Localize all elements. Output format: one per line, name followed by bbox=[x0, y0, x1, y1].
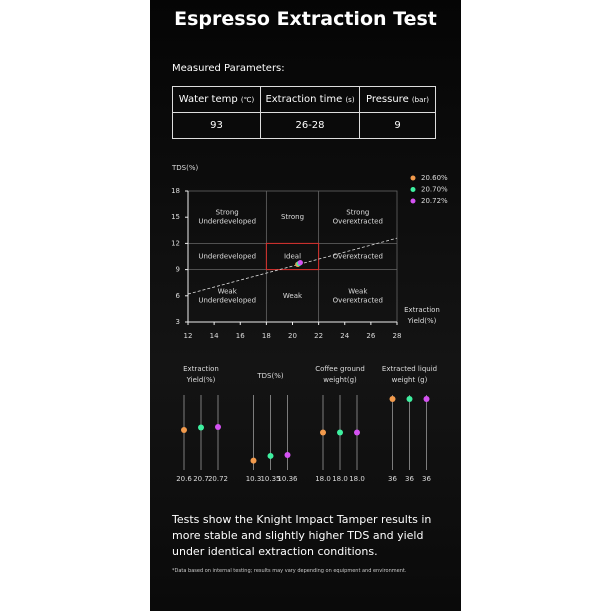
y-tick-label: 3 bbox=[176, 318, 180, 326]
strip-value-label: 20.72 bbox=[208, 475, 228, 483]
legend-label: 20.72% bbox=[421, 197, 448, 205]
zone-label: Strong bbox=[346, 209, 369, 217]
zone-label: Underdeveloped bbox=[198, 253, 256, 261]
zone-label: Weak bbox=[218, 287, 238, 295]
x-tick-label: 20 bbox=[288, 332, 297, 340]
legend-marker bbox=[410, 187, 416, 192]
strip-title: Coffee ground bbox=[315, 365, 365, 373]
strip-value-label: 10.3 bbox=[246, 475, 262, 483]
header: Extraction time bbox=[265, 94, 343, 105]
x-axis-label: Extraction bbox=[404, 306, 440, 314]
data-point bbox=[297, 260, 303, 266]
strip-value-label: 10.36 bbox=[277, 475, 298, 483]
zone-label: Underdeveloped bbox=[198, 296, 256, 304]
x-axis-label: Yield(%) bbox=[407, 317, 437, 325]
strip-title: Extracted liquid bbox=[382, 365, 437, 373]
y-tick-label: 6 bbox=[176, 292, 181, 300]
x-tick-label: 18 bbox=[262, 332, 271, 340]
strip-point bbox=[250, 457, 257, 464]
footnote: *Data based on internal testing; results… bbox=[172, 568, 407, 574]
x-tick-label: 14 bbox=[210, 332, 219, 340]
ideal-box bbox=[265, 242, 320, 271]
strip-title: Yield(%) bbox=[186, 376, 216, 384]
strip-title: weight (g) bbox=[392, 376, 428, 384]
strip-title: weight(g) bbox=[323, 376, 357, 384]
strip-point bbox=[267, 452, 274, 459]
x-tick-label: 26 bbox=[366, 332, 375, 340]
strip-value-label: 10.35 bbox=[260, 475, 280, 483]
y-axis-label: TDS(%) bbox=[171, 164, 198, 172]
header-cell: Extraction time (s) bbox=[260, 86, 360, 113]
strip-value-label: 18.0 bbox=[332, 475, 348, 483]
legend-label: 20.60% bbox=[421, 174, 448, 182]
zone-label: Strong bbox=[216, 209, 239, 217]
zone-label: Weak bbox=[348, 287, 368, 295]
strip-point bbox=[337, 429, 343, 436]
legend-marker bbox=[410, 198, 416, 204]
trendline bbox=[187, 237, 398, 295]
unit: (s) bbox=[345, 96, 355, 104]
params-table: Water temp (℃) Extraction time (s) Press… bbox=[172, 86, 436, 139]
strip-value-label: 18.0 bbox=[349, 475, 365, 483]
y-tick-label: 18 bbox=[171, 187, 180, 195]
charts: TDS(%)ExtractionYield(%)StrongUnderdevel… bbox=[171, 164, 448, 483]
strip-value-label: 36 bbox=[422, 475, 431, 483]
zone-label: Overextracted bbox=[333, 253, 383, 261]
strip-value-label: 20.7 bbox=[193, 475, 209, 483]
x-tick-label: 28 bbox=[393, 332, 402, 340]
page-title: Espresso Extraction Test bbox=[174, 8, 437, 30]
x-tick-label: 24 bbox=[340, 332, 349, 340]
params-label: Measured Parameters: bbox=[172, 63, 285, 74]
zone-label: Strong bbox=[281, 213, 304, 221]
value-cell: 93 bbox=[172, 112, 261, 139]
value-cell: 9 bbox=[359, 112, 436, 139]
strip-value-label: 36 bbox=[388, 475, 397, 483]
strip-point bbox=[423, 395, 430, 402]
unit: (℃) bbox=[240, 96, 255, 104]
strip-point bbox=[284, 452, 291, 458]
header-cell: Pressure (bar) bbox=[359, 86, 436, 113]
strip-value-label: 20.6 bbox=[176, 475, 192, 483]
y-tick-label: 12 bbox=[171, 239, 180, 247]
zone-label: Underdeveloped bbox=[198, 218, 256, 226]
strip-point bbox=[354, 429, 360, 436]
y-tick-label: 9 bbox=[176, 266, 180, 274]
header: Pressure bbox=[366, 94, 409, 105]
header: Water temp bbox=[178, 94, 238, 105]
zone-label: Overextracted bbox=[333, 218, 383, 226]
strip-value-label: 18.0 bbox=[315, 475, 331, 483]
value-cell: 26-28 bbox=[260, 112, 360, 139]
x-tick-label: 12 bbox=[184, 332, 193, 340]
zone-label: Overextracted bbox=[333, 296, 383, 304]
strip-point bbox=[406, 395, 413, 402]
legend-marker bbox=[410, 175, 416, 181]
legend-label: 20.70% bbox=[421, 186, 448, 194]
x-tick-label: 16 bbox=[236, 332, 245, 340]
strip-title: TDS(%) bbox=[256, 372, 283, 380]
strip-point bbox=[320, 429, 326, 436]
summary: Tests show the Knight Impact Tamper resu… bbox=[172, 513, 432, 558]
strip-point bbox=[181, 427, 187, 433]
unit: (bar) bbox=[411, 96, 429, 104]
strip-value-label: 36 bbox=[405, 475, 414, 483]
strip-point bbox=[389, 395, 396, 402]
zone-label: Ideal bbox=[284, 253, 301, 261]
x-tick-label: 22 bbox=[314, 332, 323, 340]
strip-title: Extraction bbox=[183, 365, 219, 373]
header-cell: Water temp (℃) bbox=[172, 86, 261, 113]
strip-point bbox=[198, 424, 204, 431]
y-tick-label: 15 bbox=[171, 213, 180, 221]
strip-point bbox=[215, 424, 221, 430]
zone-label: Weak bbox=[283, 292, 303, 300]
